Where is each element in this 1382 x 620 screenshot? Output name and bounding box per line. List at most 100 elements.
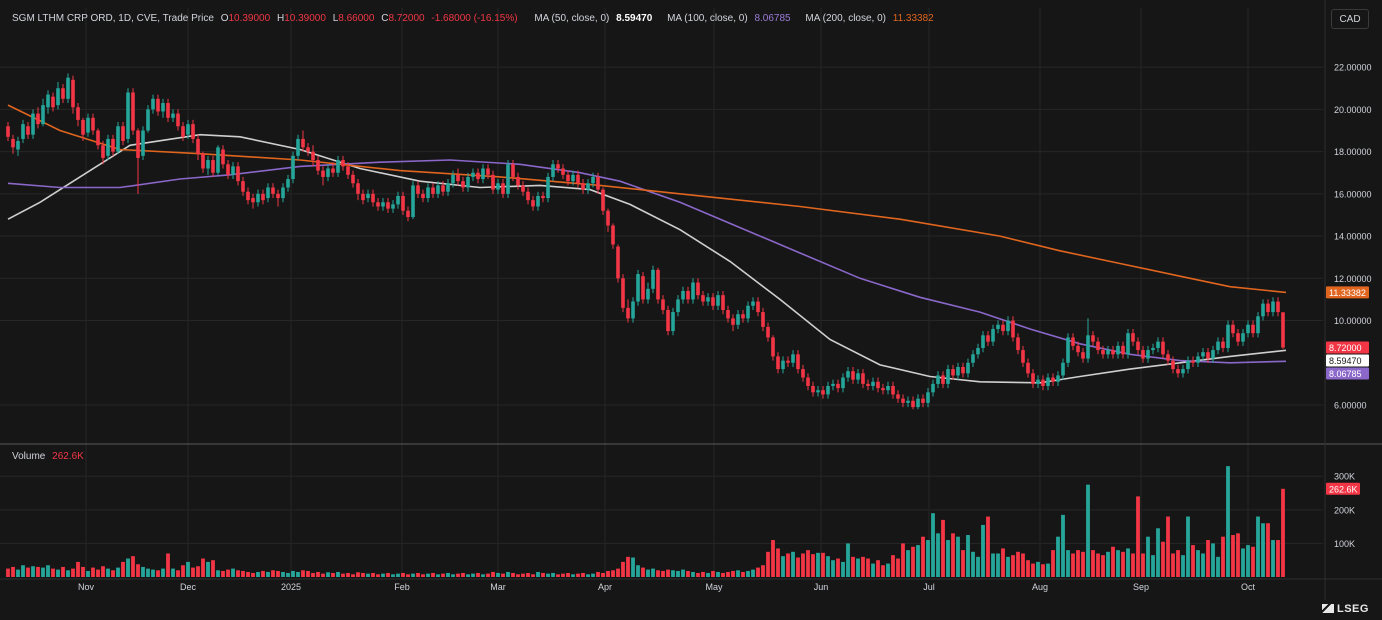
volume-bar bbox=[251, 572, 255, 577]
candle bbox=[551, 160, 555, 182]
candle-body bbox=[931, 383, 935, 393]
volume-bar bbox=[961, 550, 965, 577]
candle-body bbox=[401, 195, 405, 211]
candle-body bbox=[991, 328, 995, 342]
volume-value: 262.6K bbox=[52, 451, 84, 462]
candle bbox=[711, 293, 715, 310]
candle-body bbox=[971, 354, 975, 363]
candle bbox=[1266, 299, 1270, 317]
candle-body bbox=[676, 299, 680, 313]
price-tick-label: 20.00000 bbox=[1334, 105, 1372, 115]
volume-bar bbox=[641, 567, 645, 577]
volume-bar bbox=[851, 556, 855, 577]
volume-bar bbox=[611, 570, 615, 577]
candle-body bbox=[166, 103, 170, 118]
candle-body bbox=[1126, 333, 1130, 355]
volume-bar bbox=[96, 569, 100, 577]
volume-bar bbox=[1001, 548, 1005, 577]
candle-body bbox=[996, 324, 1000, 329]
candle-body bbox=[501, 183, 505, 194]
volume-bar bbox=[1211, 543, 1215, 577]
volume-tick-label: 300K bbox=[1334, 472, 1355, 482]
candle-body bbox=[831, 383, 835, 386]
volume-bar bbox=[1271, 540, 1275, 577]
candle-body bbox=[756, 301, 760, 313]
currency-button[interactable]: CAD bbox=[1331, 9, 1369, 29]
candle-body bbox=[346, 166, 350, 175]
volume-bar bbox=[1136, 496, 1140, 577]
candle bbox=[1216, 337, 1220, 355]
candle bbox=[546, 172, 550, 203]
volume-bar bbox=[376, 574, 380, 577]
volume-bar bbox=[491, 571, 495, 577]
volume-bar bbox=[806, 550, 810, 577]
candle bbox=[936, 371, 940, 389]
volume-bar bbox=[156, 570, 160, 577]
symbol-label[interactable]: SGM LTHM CRP ORD, 1D, CVE, Trade Price bbox=[12, 13, 214, 24]
volume-bar bbox=[556, 574, 560, 577]
volume-bar bbox=[1266, 523, 1270, 577]
volume-bar bbox=[981, 524, 985, 577]
volume-bar bbox=[91, 567, 95, 577]
candle bbox=[786, 356, 790, 367]
volume-bar bbox=[676, 570, 680, 577]
candle bbox=[691, 278, 695, 304]
candle-body bbox=[176, 113, 180, 127]
volume-bar bbox=[61, 566, 65, 577]
volume-bar bbox=[101, 566, 105, 577]
candle-body bbox=[126, 92, 130, 139]
candle-body bbox=[426, 187, 430, 199]
candle bbox=[441, 181, 445, 196]
candle-body bbox=[606, 210, 610, 226]
volume-bar bbox=[1121, 551, 1125, 577]
volume-bar bbox=[706, 572, 710, 577]
volume-bar bbox=[341, 573, 345, 577]
volume-bar bbox=[236, 570, 240, 577]
candle-body bbox=[901, 398, 905, 403]
candle-body bbox=[281, 187, 285, 199]
volume-label[interactable]: Volume bbox=[12, 451, 46, 462]
candle-body bbox=[1096, 341, 1100, 351]
volume-bar bbox=[871, 563, 875, 577]
volume-bar bbox=[906, 550, 910, 577]
ma200-label[interactable]: MA (200, close, 0) bbox=[805, 13, 886, 24]
candle bbox=[856, 369, 860, 384]
ma100-value: 8.06785 bbox=[754, 13, 791, 24]
volume-bar bbox=[446, 572, 450, 577]
candle-body bbox=[96, 130, 100, 146]
candle-body bbox=[776, 356, 780, 370]
volume-bar bbox=[781, 556, 785, 577]
candle-body bbox=[56, 88, 60, 106]
volume-bar bbox=[451, 574, 455, 577]
volume-bar bbox=[391, 574, 395, 577]
candle bbox=[676, 295, 680, 317]
candle-body bbox=[516, 176, 520, 186]
volume-bar bbox=[591, 573, 595, 577]
candle-body bbox=[26, 126, 30, 135]
volume-bar bbox=[1026, 560, 1030, 577]
candle bbox=[286, 174, 290, 192]
volume-bar bbox=[1181, 555, 1185, 577]
candle-body bbox=[86, 117, 90, 133]
candle-body bbox=[1256, 316, 1260, 334]
candle bbox=[321, 166, 325, 186]
price-badge: 8.72000 bbox=[1326, 341, 1369, 354]
candle-body bbox=[956, 366, 960, 376]
candle bbox=[626, 299, 630, 323]
volume-bar bbox=[36, 566, 40, 577]
volume-bar bbox=[271, 570, 275, 577]
volume-bar bbox=[431, 572, 435, 577]
candle bbox=[531, 195, 535, 211]
candle-body bbox=[1031, 373, 1035, 384]
volume-bar bbox=[201, 558, 205, 577]
candle-body bbox=[1021, 350, 1025, 363]
candle bbox=[541, 191, 545, 203]
volume-bar bbox=[1081, 551, 1085, 577]
candle bbox=[81, 117, 85, 142]
candle-body bbox=[1241, 333, 1245, 342]
candle bbox=[1201, 347, 1205, 361]
ma50-label[interactable]: MA (50, close, 0) bbox=[534, 13, 610, 24]
ma100-label[interactable]: MA (100, close, 0) bbox=[667, 13, 748, 24]
